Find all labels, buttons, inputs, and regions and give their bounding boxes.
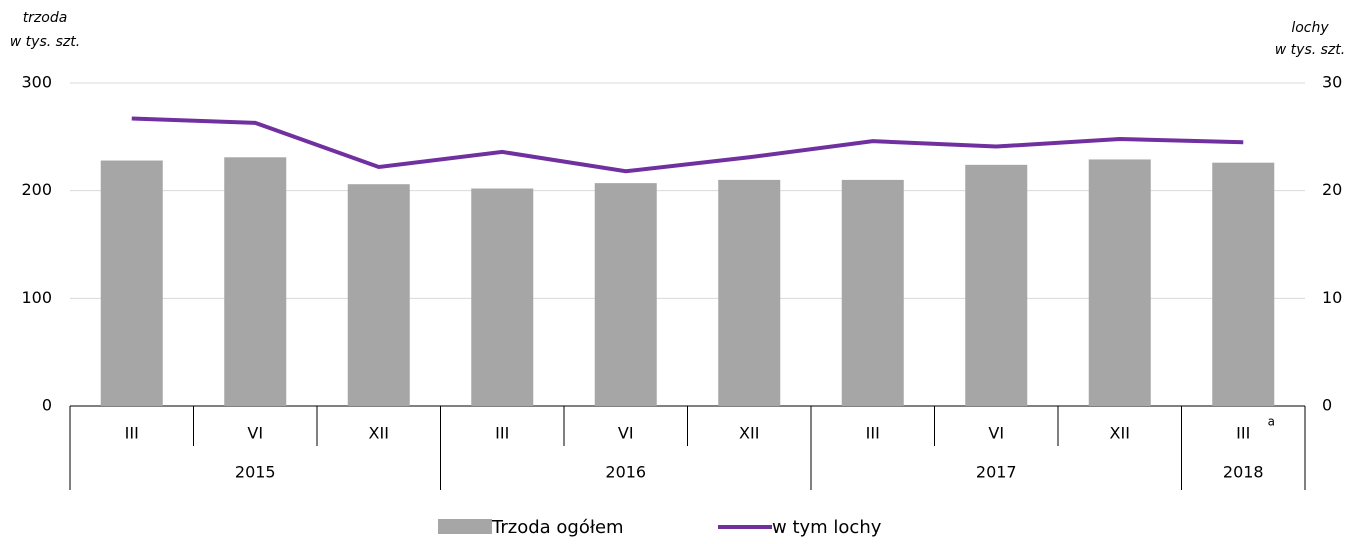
y2-tick-label: 20 <box>1322 180 1342 199</box>
group-label: 2017 <box>976 463 1017 482</box>
y-tick-label: 0 <box>42 396 52 415</box>
bar <box>841 179 904 406</box>
legend-label: w tym lochy <box>772 517 882 538</box>
bar <box>1088 159 1151 406</box>
y2-tick-label: 30 <box>1322 73 1342 92</box>
bar <box>471 188 534 406</box>
y-axis-label: w tys. szt. <box>10 34 80 50</box>
bar <box>1212 162 1275 406</box>
legend-label: Trzoda ogółem <box>491 517 624 538</box>
y2-tick-label: 0 <box>1322 396 1332 415</box>
line <box>131 116 1244 174</box>
group-label: 2015 <box>235 463 276 482</box>
x-tick-label: VI <box>247 424 263 443</box>
bar <box>965 164 1028 406</box>
y2-axis-label: lochy <box>1291 20 1329 36</box>
y-tick-label: 100 <box>21 288 52 307</box>
bar <box>347 184 410 406</box>
x-tick-label: XII <box>369 424 389 443</box>
y2-axis-label: w tys. szt. <box>1275 42 1345 58</box>
bar <box>224 157 287 406</box>
y-tick-label: 200 <box>21 180 52 199</box>
x-tick-label: XII <box>739 424 759 443</box>
x-tick-label: III <box>495 424 509 443</box>
y-axis-label: trzoda <box>23 10 68 26</box>
x-tick-label: III <box>125 424 139 443</box>
x-tick-label: VI <box>988 424 1004 443</box>
group-label: 2018 <box>1223 463 1264 482</box>
bar <box>594 183 657 406</box>
bar <box>100 160 163 406</box>
category-note: a <box>1268 415 1275 429</box>
bar <box>718 179 781 406</box>
y2-tick-label: 10 <box>1322 288 1342 307</box>
x-tick-label: III <box>866 424 880 443</box>
y-tick-label: 300 <box>21 73 52 92</box>
x-tick-label: XII <box>1110 424 1130 443</box>
group-label: 2016 <box>605 463 646 482</box>
x-tick-label: III <box>1236 424 1250 443</box>
x-tick-label: VI <box>618 424 634 443</box>
legend-swatch <box>438 519 492 534</box>
